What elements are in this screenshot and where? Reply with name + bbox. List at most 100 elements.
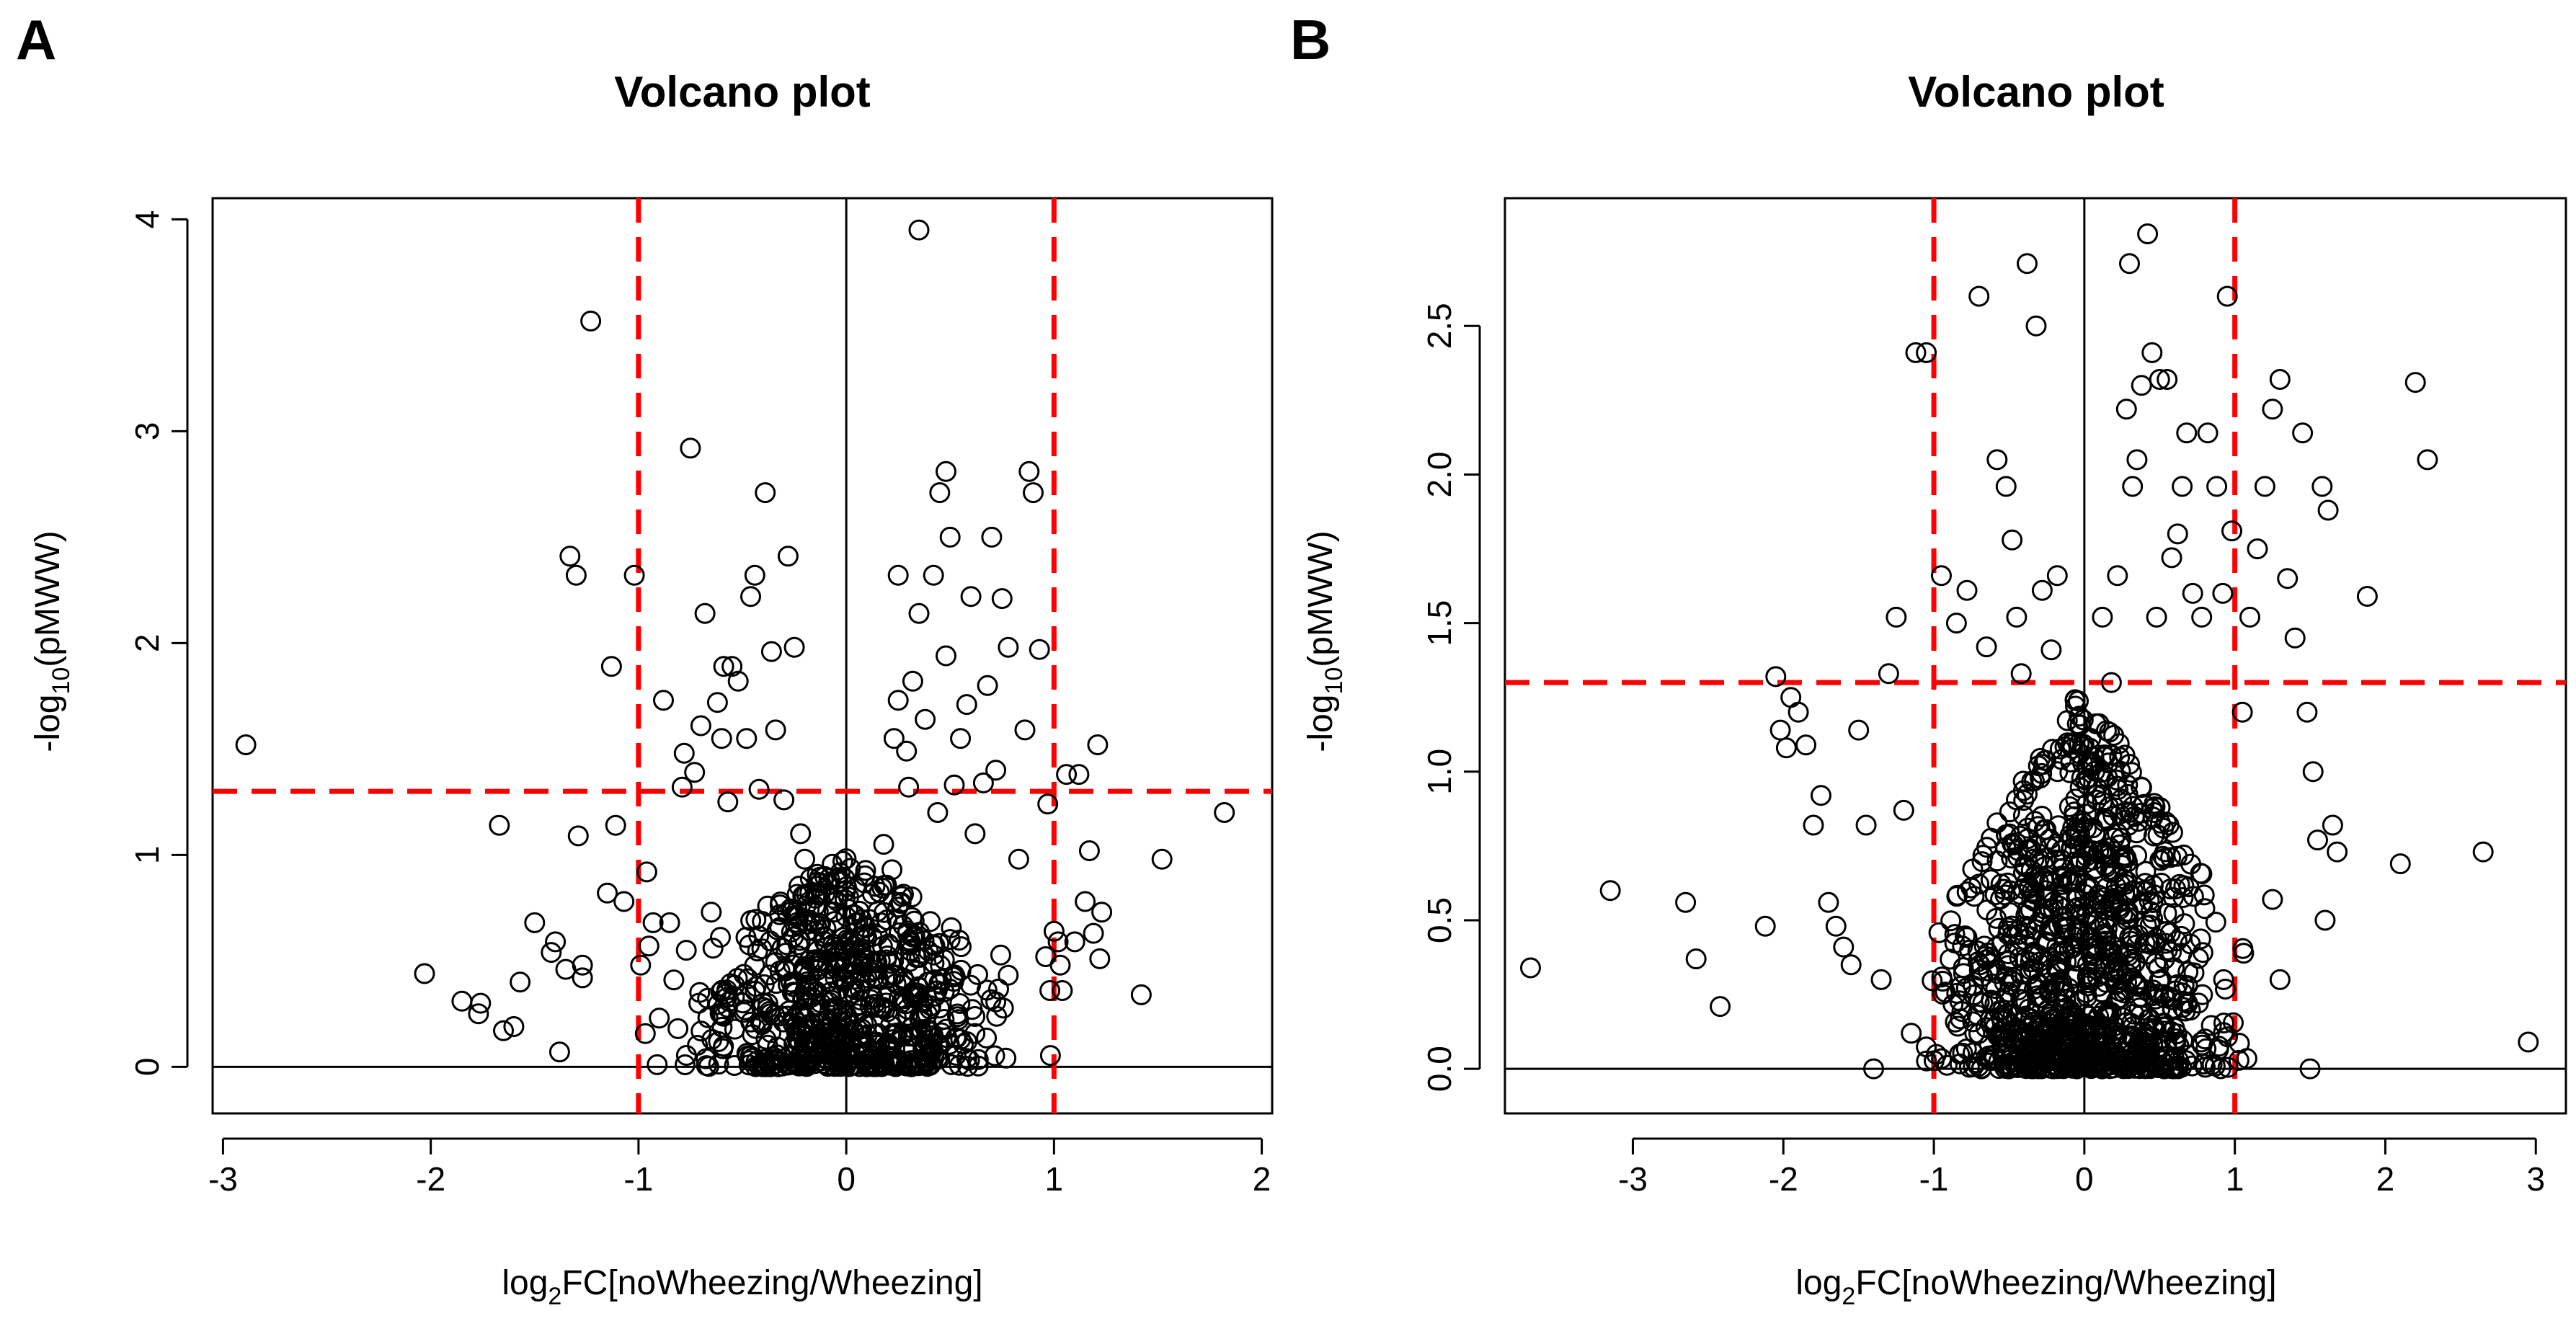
data-point [667,1018,689,1039]
data-point [745,1018,766,1039]
data-point [865,951,887,972]
data-point [2215,979,2236,1000]
data-point [697,1007,719,1028]
data-point [2193,884,2215,906]
data-point [2190,1031,2212,1053]
data-point [923,953,945,974]
data-point [863,1046,884,1067]
data-point [1949,1053,1971,1074]
data-point [2072,709,2094,731]
data-point [2131,776,2152,798]
data-point [2191,606,2213,628]
data-point [759,964,781,986]
data-point [2104,827,2125,849]
data-point [2099,940,2120,962]
data-point [2065,788,2087,810]
data-point [887,690,909,711]
data-point [892,915,914,936]
data-point [565,564,587,586]
data-point [771,938,793,959]
data-point [1083,922,1104,944]
data-point [908,219,930,241]
data-point [2302,761,2324,783]
data-point [2217,1056,2239,1078]
data-point [2127,975,2149,997]
y-axis-label-a: -log10(pMWW) [29,530,75,752]
data-point [1994,971,2015,993]
data-point [647,1054,668,1075]
data-point [960,586,982,608]
data-point [1994,884,2016,906]
data-point [1833,936,1855,958]
data-point [541,942,562,964]
data-point [2137,223,2159,244]
y-tick-label: 1 [128,846,166,865]
data-point [887,564,909,586]
data-point [1922,970,1943,992]
data-point [2038,964,2059,985]
data-point [2228,1049,2249,1071]
data-point [1972,992,1994,1014]
data-point [653,690,674,711]
data-point [898,776,920,798]
data-point [2161,547,2182,569]
data-point [2108,958,2129,980]
data-point [1990,888,2012,909]
data-point [777,546,799,567]
data-point [2096,877,2118,899]
data-point [950,959,972,981]
data-point [2056,1038,2078,1060]
data-point [2114,744,2136,766]
data-point [605,814,626,836]
data-point [613,891,635,912]
x-tick-label: 1 [1045,1160,1064,1198]
data-point [860,1055,881,1077]
data-point [2115,399,2137,420]
data-point [2167,523,2188,545]
data-point [1151,848,1173,870]
data-point [2032,902,2053,924]
x-tick-label: -1 [623,1160,653,1198]
data-point [1754,915,1776,937]
data-point [798,1014,820,1036]
data-point [2117,851,2138,873]
panel-letter-b: B [1290,8,1331,71]
data-point [2074,1041,2095,1062]
x-tick-label: 2 [2376,1160,2395,1198]
data-point [915,1029,936,1051]
data-point [900,940,921,961]
data-point [1075,891,1096,912]
data-point [2002,529,2023,551]
data-point [1976,837,1998,858]
data-point [795,895,817,917]
data-point [1037,793,1059,815]
data-point [2113,847,2135,869]
data-point [2213,1013,2234,1034]
data-point [2180,933,2201,955]
data-point [1984,993,2006,1015]
data-point [1863,1058,1884,1080]
x-axis-label-a: log2FC[noWheezing/Wheezing] [502,1264,982,1310]
data-point [849,979,871,1000]
data-point [916,1020,938,1041]
data-point [1990,873,2012,895]
data-point [503,1016,525,1037]
data-point [883,728,905,749]
data-point [2051,840,2072,861]
data-point [600,656,622,677]
data-point [2049,738,2071,760]
data-point [2163,887,2184,908]
data-point [2102,896,2123,918]
data-point [630,954,652,976]
data-point [489,814,510,836]
data-point [727,670,749,692]
data-point [2069,714,2091,736]
data-point [2142,985,2164,1006]
data-point [548,1041,570,1063]
data-point [2322,814,2343,836]
data-point [2035,819,2057,840]
data-point [1047,931,1069,953]
data-point [964,1006,986,1027]
data-point [736,728,758,749]
data-point [872,997,894,1018]
